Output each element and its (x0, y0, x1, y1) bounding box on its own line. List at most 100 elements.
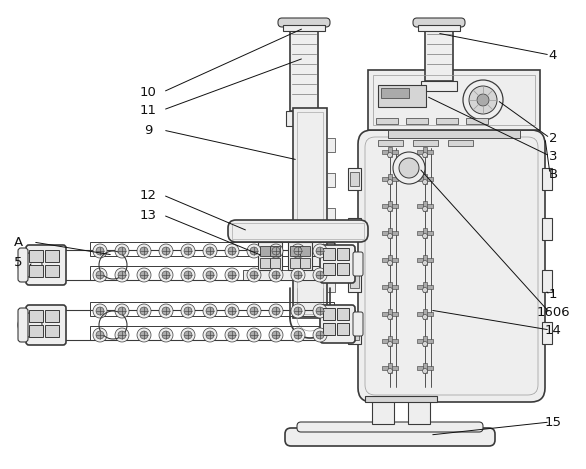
Bar (423, 336, 427, 346)
Bar (232, 223, 364, 239)
Bar (466, 118, 488, 124)
FancyBboxPatch shape (26, 245, 66, 285)
Circle shape (313, 244, 327, 258)
Circle shape (93, 244, 107, 258)
Bar (29, 310, 43, 322)
Circle shape (137, 244, 151, 258)
Bar (381, 88, 409, 98)
Bar (350, 326, 359, 340)
Bar (382, 366, 398, 370)
FancyBboxPatch shape (353, 252, 363, 276)
Circle shape (93, 328, 107, 342)
Bar (350, 172, 359, 186)
Bar (382, 312, 398, 316)
FancyBboxPatch shape (18, 248, 28, 282)
Circle shape (96, 247, 104, 255)
Circle shape (423, 180, 428, 184)
Bar (388, 255, 392, 265)
Bar (350, 274, 359, 288)
Bar (423, 255, 427, 265)
Text: 12: 12 (139, 189, 156, 202)
Circle shape (184, 331, 192, 339)
Text: 1: 1 (548, 288, 557, 302)
Circle shape (269, 268, 283, 282)
Bar (323, 308, 335, 320)
Text: 3: 3 (548, 150, 557, 162)
Circle shape (137, 304, 151, 318)
Circle shape (115, 244, 129, 258)
Circle shape (96, 331, 104, 339)
Text: 1606: 1606 (536, 307, 570, 319)
Circle shape (228, 331, 236, 339)
Bar (406, 118, 428, 124)
Bar (542, 270, 552, 292)
Text: 10: 10 (139, 85, 156, 98)
Bar (29, 250, 43, 262)
FancyBboxPatch shape (26, 305, 66, 345)
Circle shape (203, 244, 217, 258)
Circle shape (387, 369, 393, 373)
Bar (425, 31, 453, 81)
Bar (29, 325, 43, 337)
Circle shape (159, 304, 173, 318)
Bar (90, 266, 334, 280)
Circle shape (184, 271, 192, 279)
Bar (290, 258, 300, 268)
Bar (290, 31, 318, 111)
Bar (388, 309, 392, 319)
Circle shape (203, 328, 217, 342)
Circle shape (140, 331, 148, 339)
Bar (417, 285, 433, 289)
Bar (45, 310, 59, 322)
Bar (260, 258, 270, 268)
Bar (417, 339, 433, 343)
Text: 4: 4 (549, 48, 557, 61)
Bar (542, 218, 552, 240)
FancyBboxPatch shape (353, 312, 363, 336)
Circle shape (316, 271, 324, 279)
Bar (90, 242, 334, 256)
Bar (423, 282, 427, 292)
Circle shape (272, 307, 280, 315)
Bar (423, 228, 427, 238)
Circle shape (184, 307, 192, 315)
Bar (45, 325, 59, 337)
Circle shape (159, 268, 173, 282)
Circle shape (291, 304, 305, 318)
Bar (448, 140, 473, 146)
Circle shape (316, 307, 324, 315)
Bar (90, 302, 334, 316)
Bar (413, 140, 438, 146)
Bar (337, 323, 349, 335)
Bar (323, 263, 335, 275)
Circle shape (162, 331, 170, 339)
Circle shape (387, 234, 393, 239)
Circle shape (250, 271, 258, 279)
Text: 13: 13 (139, 209, 156, 221)
Circle shape (423, 260, 428, 265)
Bar (323, 248, 335, 260)
Bar (382, 150, 398, 154)
Bar (300, 246, 310, 256)
Circle shape (181, 268, 195, 282)
Bar (350, 222, 359, 236)
Circle shape (269, 244, 283, 258)
Bar (423, 309, 427, 319)
Bar (327, 278, 335, 292)
Bar (373, 75, 535, 125)
Circle shape (423, 152, 428, 158)
Circle shape (184, 247, 192, 255)
Bar (283, 25, 325, 31)
Circle shape (96, 271, 104, 279)
Text: 15: 15 (544, 416, 561, 429)
Circle shape (159, 244, 173, 258)
Bar (423, 174, 427, 184)
Circle shape (250, 247, 258, 255)
FancyBboxPatch shape (320, 245, 355, 283)
Circle shape (291, 328, 305, 342)
Circle shape (118, 331, 126, 339)
Circle shape (225, 304, 239, 318)
Bar (376, 118, 398, 124)
Circle shape (463, 80, 503, 120)
Circle shape (250, 331, 258, 339)
